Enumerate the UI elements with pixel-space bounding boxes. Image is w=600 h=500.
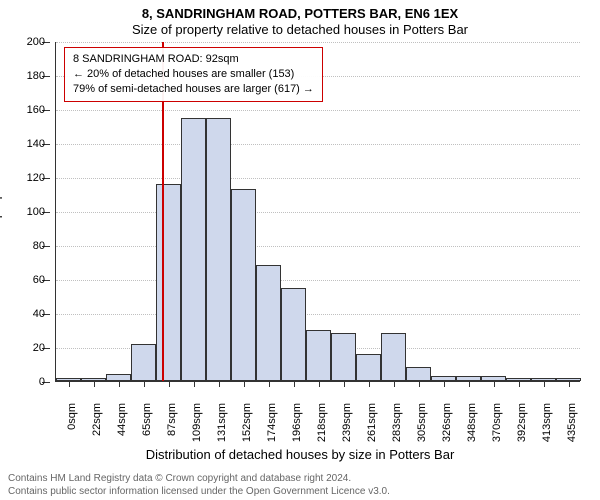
x-tick-label: 283sqm [391,403,403,453]
x-tick-label: 413sqm [541,403,553,453]
x-tick-label: 44sqm [116,403,128,453]
gridline [56,42,580,43]
x-tick [569,381,570,387]
histogram-bar [406,367,431,381]
x-axis-label: Distribution of detached houses by size … [0,447,600,462]
x-tick-label: 87sqm [166,403,178,453]
histogram-bar [381,333,406,381]
y-tick-label: 20 [5,342,45,354]
y-tick-label: 200 [5,36,45,48]
x-tick-label: 370sqm [491,403,503,453]
y-axis-label: Number of detached properties [0,100,3,400]
x-tick-label: 239sqm [341,403,353,453]
gridline [56,144,580,145]
x-tick [544,381,545,387]
gridline [56,314,580,315]
y-tick-label: 180 [5,70,45,82]
x-tick-label: 305sqm [416,403,428,453]
x-tick-label: 348sqm [466,403,478,453]
chart-main-title: 8, SANDRINGHAM ROAD, POTTERS BAR, EN6 1E… [0,6,600,21]
x-tick-label: 392sqm [516,403,528,453]
y-tick-label: 160 [5,104,45,116]
gridline [56,280,580,281]
annotation-line-1: 8 SANDRINGHAM ROAD: 92sqm [73,52,314,67]
x-tick [119,381,120,387]
footer-attribution: Contains HM Land Registry data © Crown c… [8,473,592,498]
histogram-bar [331,333,356,381]
x-tick [69,381,70,387]
histogram-bar [231,189,256,381]
x-tick [94,381,95,387]
footer-line-1: Contains HM Land Registry data © Crown c… [8,473,592,486]
x-tick-label: 218sqm [316,403,328,453]
footer-line-2: Contains public sector information licen… [8,486,592,499]
x-tick-label: 326sqm [441,403,453,453]
annotation-line-3: 79% of semi-detached houses are larger (… [73,82,314,97]
x-tick-label: 22sqm [91,403,103,453]
x-tick [469,381,470,387]
y-tick-label: 140 [5,138,45,150]
chart-sub-title: Size of property relative to detached ho… [0,22,600,37]
gridline [56,246,580,247]
histogram-bar [206,118,231,382]
histogram-bar [156,184,181,381]
gridline [56,178,580,179]
histogram-bar [181,118,206,382]
x-tick [369,381,370,387]
x-tick [294,381,295,387]
x-tick [219,381,220,387]
x-tick [344,381,345,387]
x-tick [419,381,420,387]
x-tick [169,381,170,387]
y-tick-label: 120 [5,172,45,184]
x-tick-label: 435sqm [566,403,578,453]
histogram-bar [281,288,306,382]
x-tick [519,381,520,387]
y-tick-label: 60 [5,274,45,286]
x-tick [394,381,395,387]
gridline [56,212,580,213]
histogram-bar [256,265,281,381]
gridline [56,110,580,111]
x-tick [194,381,195,387]
x-tick [444,381,445,387]
x-tick [244,381,245,387]
x-tick-label: 109sqm [191,403,203,453]
x-tick-label: 65sqm [141,403,153,453]
x-tick-label: 174sqm [266,403,278,453]
x-tick [494,381,495,387]
y-tick-label: 80 [5,240,45,252]
y-tick-label: 0 [5,376,45,388]
x-tick-label: 0sqm [66,403,78,453]
histogram-bar [356,354,381,381]
x-tick-label: 152sqm [241,403,253,453]
histogram-bar [306,330,331,381]
x-tick-label: 261sqm [366,403,378,453]
y-tick-label: 100 [5,206,45,218]
x-tick-label: 196sqm [291,403,303,453]
annotation-line-2: ← 20% of detached houses are smaller (15… [73,67,314,82]
x-tick-label: 131sqm [216,403,228,453]
y-tick-label: 40 [5,308,45,320]
histogram-bar [131,344,156,381]
histogram-bar [106,374,131,381]
x-tick [144,381,145,387]
x-tick [319,381,320,387]
annotation-box: 8 SANDRINGHAM ROAD: 92sqm ← 20% of detac… [64,47,323,102]
x-tick [269,381,270,387]
